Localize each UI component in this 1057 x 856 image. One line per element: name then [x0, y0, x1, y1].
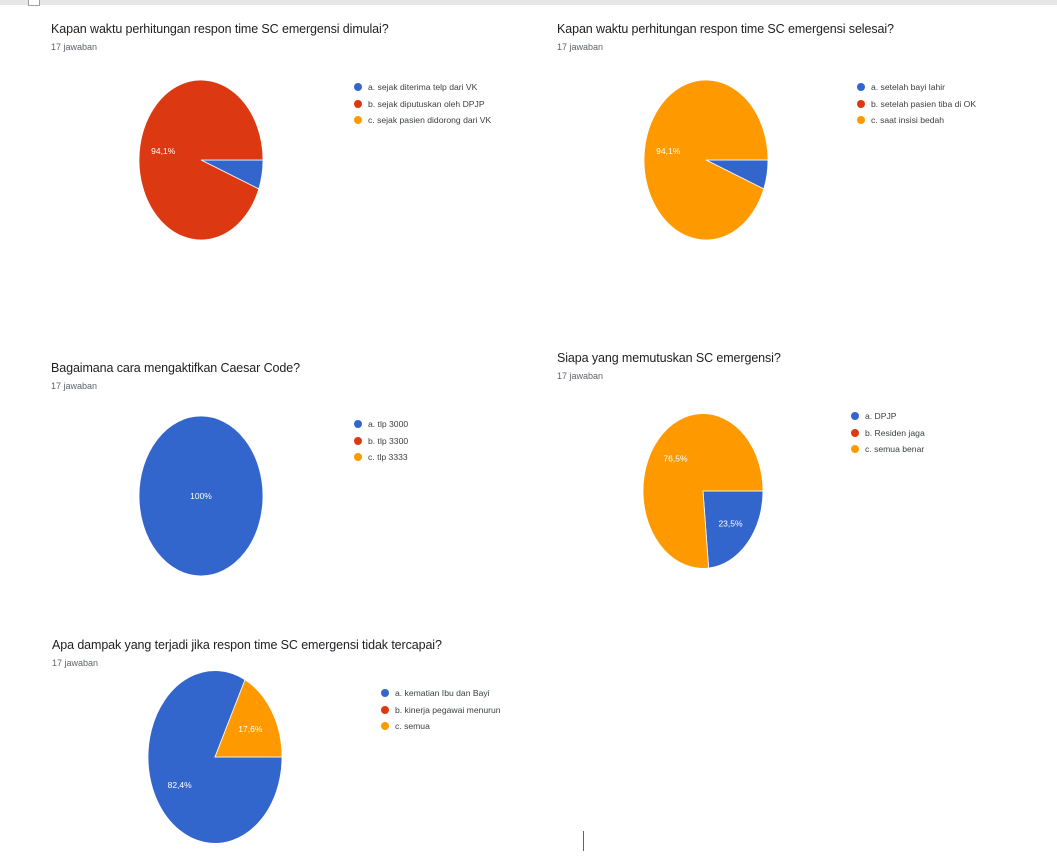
response-count: 17 jawaban [51, 381, 98, 391]
legend-item[interactable]: c. saat insisi bedah [857, 112, 976, 129]
pie-data-label: 94,1% [656, 146, 681, 156]
pie-data-label: 76,5% [663, 454, 688, 464]
chart-legend: a. sejak diterima telp dari VK b. sejak d… [354, 79, 491, 129]
legend-swatch-icon [354, 453, 362, 462]
pie-slice-a-tlp-3000[interactable] [138, 415, 264, 577]
legend-label: c. sejak pasien didorong dari VK [368, 115, 492, 126]
response-count: 17 jawaban [51, 42, 98, 52]
legend-label: a. sejak diterima telp dari VK [368, 82, 478, 93]
pie-slice-c-semua-benar[interactable] [642, 413, 764, 569]
legend-swatch-icon [857, 99, 865, 108]
pie-chart: 94,1% [643, 79, 769, 241]
legend-item[interactable]: a. kematian Ibu dan Bayi [381, 685, 501, 702]
legend-item[interactable]: b. sejak diputuskan oleh DPJP [354, 96, 491, 113]
legend-item[interactable]: b. Residen jaga [851, 425, 925, 442]
chart-panel-2: Kapan waktu perhitungan respon time SC e… [557, 22, 1037, 262]
response-count: 17 jawaban [52, 658, 99, 668]
legend-item[interactable]: a. tlp 3000 [354, 416, 408, 433]
question-title: Kapan waktu perhitungan respon time SC e… [557, 22, 894, 36]
checkbox-icon[interactable] [28, 0, 40, 6]
chart-legend: a. tlp 3000 b. tlp 3300 c. tlp 3333 [354, 416, 408, 466]
pie-slice-b-sejak-diputuskan-oleh-dpjp[interactable] [138, 79, 264, 241]
chart-panel-3: Bagaimana cara mengaktifkan Caesar Code?… [51, 361, 531, 601]
pie-slice-c-saat-insisi-bedah[interactable] [643, 79, 769, 241]
response-count: 17 jawaban [557, 371, 604, 381]
legend-swatch-icon [354, 116, 362, 125]
legend-swatch-icon [857, 116, 865, 125]
legend-label: a. tlp 3000 [368, 419, 409, 430]
legend-label: b. Residen jaga [865, 427, 925, 438]
pie-chart: 100% [138, 415, 264, 577]
legend-swatch-icon [381, 705, 389, 714]
legend-item[interactable]: a. DPJP [851, 408, 925, 425]
legend-label: c. tlp 3333 [368, 452, 408, 463]
legend-item[interactable]: b. kinerja pegawai menurun [381, 702, 501, 719]
legend-label: b. kinerja pegawai menurun [395, 704, 501, 715]
chart-legend: a. DPJP b. Residen jaga c. semua benar [851, 408, 925, 458]
legend-label: a. kematian Ibu dan Bayi [395, 688, 490, 699]
question-title: Bagaimana cara mengaktifkan Caesar Code? [51, 361, 300, 375]
pie-data-label: 23,5% [718, 518, 743, 528]
legend-swatch-icon [851, 445, 859, 454]
question-title: Kapan waktu perhitungan respon time SC e… [51, 22, 389, 36]
legend-item[interactable]: b. setelah pasien tiba di OK [857, 96, 976, 113]
pie-data-label: 94,1% [151, 146, 176, 156]
question-title: Apa dampak yang terjadi jika respon time… [52, 638, 442, 652]
pie-chart: 23,5% 76,5% [642, 413, 764, 569]
legend-item[interactable]: c. semua benar [851, 441, 925, 458]
legend-item[interactable]: c. semua [381, 718, 501, 735]
legend-label: a. setelah bayi lahir [871, 82, 946, 93]
legend-label: c. saat insisi bedah [871, 115, 945, 126]
chart-legend: a. kematian Ibu dan Bayi b. kinerja pegaw… [381, 685, 501, 735]
legend-label: b. tlp 3300 [368, 435, 409, 446]
legend-item[interactable]: a. setelah bayi lahir [857, 79, 976, 96]
legend-item[interactable]: a. sejak diterima telp dari VK [354, 79, 491, 96]
legend-swatch-icon [857, 83, 865, 92]
chart-legend: a. setelah bayi lahir b. setelah pasien t… [857, 79, 976, 129]
pie-chart: 94,1% [138, 79, 264, 241]
chart-panel-1: Kapan waktu perhitungan respon time SC e… [51, 22, 531, 262]
legend-label: a. DPJP [865, 411, 897, 422]
pie-data-label: 82,4% [168, 780, 193, 790]
legend-swatch-icon [851, 428, 859, 437]
legend-label: c. semua [395, 721, 430, 732]
pie-chart: 82,4% 17,6% [147, 670, 283, 844]
legend-item[interactable]: c. tlp 3333 [354, 449, 408, 466]
legend-label: c. semua benar [865, 444, 925, 455]
legend-label: b. sejak diputuskan oleh DPJP [368, 98, 485, 109]
legend-swatch-icon [354, 420, 362, 429]
legend-label: b. setelah pasien tiba di OK [871, 98, 977, 109]
response-count: 17 jawaban [557, 42, 604, 52]
legend-swatch-icon [381, 689, 389, 698]
pie-data-label: 100% [190, 491, 212, 501]
pie-slice-a-dpjp[interactable] [702, 490, 764, 569]
legend-swatch-icon [354, 436, 362, 445]
chart-panel-4: Siapa yang memutuskan SC emergensi? 17 j… [557, 351, 1037, 591]
legend-swatch-icon [354, 99, 362, 108]
legend-swatch-icon [354, 83, 362, 92]
text-cursor [583, 831, 584, 851]
pie-slice-c-semua[interactable] [214, 679, 283, 758]
legend-swatch-icon [381, 722, 389, 731]
legend-item[interactable]: b. tlp 3300 [354, 433, 408, 450]
chart-panel-5: Apa dampak yang terjadi jika respon time… [52, 638, 532, 848]
legend-item[interactable]: c. sejak pasien didorong dari VK [354, 112, 491, 129]
legend-swatch-icon [851, 412, 859, 421]
top-toolbar-strip [0, 0, 1057, 5]
pie-data-label: 17,6% [238, 724, 263, 734]
question-title: Siapa yang memutuskan SC emergensi? [557, 351, 781, 365]
